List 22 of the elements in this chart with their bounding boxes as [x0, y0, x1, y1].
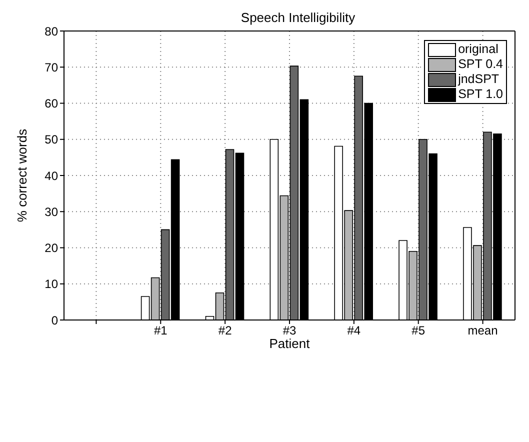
x-tick-label: #1: [154, 324, 168, 338]
legend-label: SPT 0.4: [458, 57, 503, 72]
x-tick-label: #5: [412, 324, 426, 338]
x-axis-title: Patient: [269, 336, 310, 351]
y-tick-label: 80: [44, 24, 58, 38]
x-tick-label: #4: [347, 324, 361, 338]
x-tick-label: mean: [468, 324, 498, 338]
y-axis-title: % correct words: [14, 128, 30, 222]
legend-label: jndSPT: [458, 72, 500, 87]
x-tick-label: #3: [282, 324, 296, 338]
chart-title: Speech Intelligibility: [240, 10, 356, 25]
y-tick-label: 20: [44, 241, 58, 256]
y-tick-label: 0: [51, 313, 58, 328]
y-tick-label: 30: [44, 204, 58, 219]
legend-label: original: [458, 42, 498, 57]
y-tick-label: 70: [44, 60, 58, 74]
y-tick-label: 10: [44, 277, 58, 292]
y-tick-label: 50: [44, 132, 58, 147]
y-tick-label: 40: [44, 168, 58, 183]
y-tick-label: 60: [44, 96, 58, 111]
legend-label: SPT 1.0: [458, 87, 503, 102]
x-tick-label: #2: [218, 324, 232, 338]
